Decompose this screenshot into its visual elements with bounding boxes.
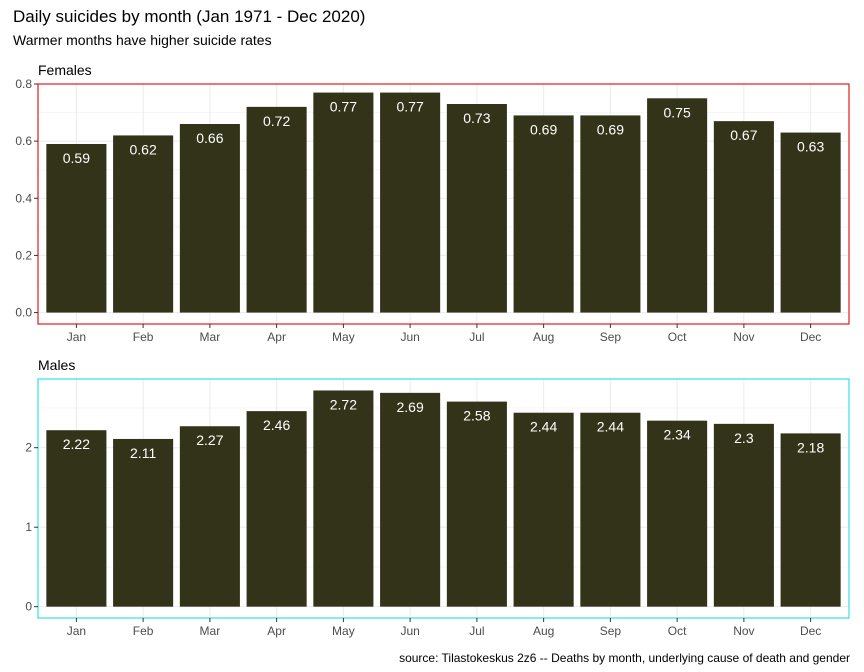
facet-label-females: Females [38, 62, 92, 78]
data-label: 2.27 [196, 432, 223, 448]
x-tick-label: Oct [668, 330, 687, 344]
y-tick-label: 2 [25, 441, 32, 455]
data-label: 2.22 [63, 436, 90, 452]
x-tick-label: Nov [733, 624, 754, 638]
data-label: 2.46 [263, 417, 290, 433]
x-tick-label: Mar [200, 330, 221, 344]
x-tick-label: Jan [67, 330, 86, 344]
x-tick-label: Aug [533, 624, 554, 638]
y-tick-label: 0.6 [15, 134, 32, 148]
bar-feb [113, 135, 174, 313]
data-label: 0.69 [530, 121, 557, 137]
data-label: 2.11 [130, 445, 156, 461]
x-tick-label: May [332, 624, 355, 638]
data-label: 0.66 [196, 130, 223, 146]
x-tick-label: Aug [533, 330, 554, 344]
x-tick-label: Feb [133, 624, 154, 638]
data-label: 2.44 [530, 419, 557, 435]
x-tick-label: Dec [800, 330, 821, 344]
panel-border [37, 83, 850, 325]
x-tick-label: Feb [133, 330, 154, 344]
x-tick-label: Oct [668, 624, 687, 638]
y-tick-label: 0.8 [15, 77, 32, 91]
facet-label-males: Males [38, 357, 75, 373]
x-tick-label: Nov [733, 330, 754, 344]
data-label: 0.73 [463, 110, 490, 126]
bar-oct [647, 420, 708, 607]
x-tick-label: Sep [600, 624, 622, 638]
bar-jun [380, 92, 441, 313]
chart-subtitle: Warmer months have higher suicide rates [13, 32, 272, 48]
panel-border [37, 378, 850, 619]
bar-jan [46, 430, 107, 607]
bar-may [313, 390, 374, 607]
source-caption: source: Tilastokeskus 2z6 -- Deaths by m… [399, 651, 850, 665]
bar-jul [446, 401, 507, 607]
bar-mar [179, 426, 240, 607]
bar-may [313, 92, 374, 313]
bar-sep [580, 412, 641, 607]
x-tick-label: Sep [600, 330, 622, 344]
x-tick-label: Jul [469, 330, 484, 344]
data-label: 2.44 [597, 419, 624, 435]
bar-sep [580, 115, 641, 313]
data-label: 2.34 [664, 427, 691, 443]
data-label: 2.3 [734, 430, 754, 446]
data-label: 2.58 [463, 408, 490, 424]
x-tick-label: Dec [800, 624, 821, 638]
x-tick-label: Apr [267, 624, 286, 638]
x-tick-label: Jan [67, 624, 86, 638]
bar-feb [113, 438, 174, 607]
bar-jan [46, 144, 107, 313]
bar-oct [647, 98, 708, 313]
bar-aug [513, 412, 574, 607]
bar-dec [780, 433, 841, 607]
data-label: 2.18 [797, 439, 824, 455]
y-tick-label: 0.2 [15, 248, 32, 262]
x-tick-label: Jun [400, 330, 419, 344]
x-tick-label: May [332, 330, 355, 344]
data-label: 2.72 [330, 396, 357, 412]
data-label: 0.62 [130, 141, 157, 157]
x-tick-label: Jun [400, 624, 419, 638]
bar-apr [246, 411, 307, 607]
data-label: 0.72 [263, 113, 290, 129]
data-label: 0.69 [597, 121, 624, 137]
bar-nov [713, 121, 774, 313]
data-label: 0.75 [664, 104, 691, 120]
chart-title: Daily suicides by month (Jan 1971 - Dec … [13, 7, 366, 26]
y-tick-label: 1 [25, 520, 32, 534]
bar-jun [380, 392, 441, 607]
data-label: 0.63 [797, 139, 824, 155]
bar-jul [446, 104, 507, 313]
data-label: 0.77 [397, 99, 424, 115]
data-label: 0.59 [63, 150, 90, 166]
data-label: 0.77 [330, 99, 357, 115]
bar-nov [713, 423, 774, 607]
bar-apr [246, 106, 307, 313]
x-tick-label: Jul [469, 624, 484, 638]
x-tick-label: Mar [200, 624, 221, 638]
data-label: 2.69 [397, 399, 424, 415]
bar-dec [780, 132, 841, 313]
x-tick-label: Apr [267, 330, 286, 344]
bar-aug [513, 115, 574, 313]
y-tick-label: 0 [25, 600, 32, 614]
data-label: 0.67 [730, 127, 757, 143]
y-tick-label: 0.0 [15, 306, 32, 320]
bar-mar [179, 124, 240, 313]
y-tick-label: 0.4 [15, 191, 32, 205]
